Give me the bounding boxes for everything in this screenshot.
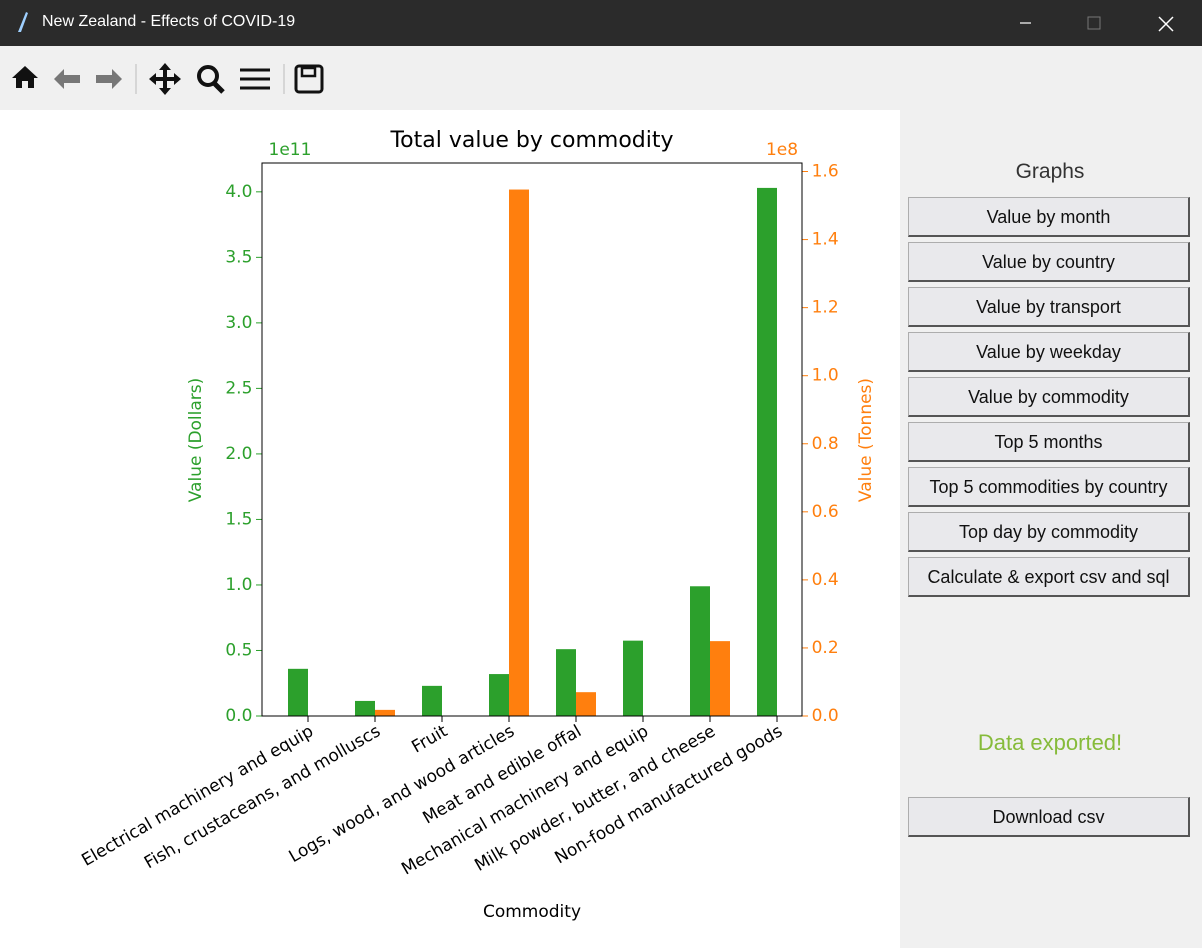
y-tick-label: 3.5 <box>225 247 252 267</box>
y-tick-label: 3.0 <box>225 313 252 333</box>
panel-heading: Graphs <box>1015 160 1085 183</box>
bar <box>422 685 442 716</box>
side-panel: Graphs Data exported! Download csv Value… <box>900 110 1202 948</box>
y-tick-label: 2.5 <box>225 378 252 398</box>
y-tick-label: 0.0 <box>225 706 252 726</box>
graph-button[interactable]: Value by country <box>908 242 1190 282</box>
save-button[interactable] <box>294 64 324 94</box>
y2-tick-label: 1.4 <box>812 230 839 250</box>
y-tick-label: 4.0 <box>225 182 252 202</box>
bar <box>690 586 710 716</box>
y-offset: 1e11 <box>269 140 312 160</box>
y-tick-label: 2.0 <box>225 444 252 464</box>
y2-tick-label: 1.6 <box>812 162 839 182</box>
zoom-handle <box>212 81 225 94</box>
graph-button[interactable]: Top day by commodity <box>908 512 1190 552</box>
graph-button[interactable]: Value by commodity <box>908 377 1190 417</box>
forward-button[interactable] <box>96 69 122 89</box>
save-icon-part <box>300 66 317 78</box>
bar <box>489 674 509 716</box>
graph-button[interactable]: Value by month <box>908 197 1190 237</box>
y2-tick-label: 0.0 <box>812 706 839 726</box>
y-axis-label: Value (Dollars) <box>186 378 206 503</box>
title-bar: New Zealand - Effects of COVID-19 <box>0 0 1202 46</box>
toolbar-icons <box>12 63 324 95</box>
bar <box>576 692 596 716</box>
y-tick-label: 0.5 <box>225 640 252 660</box>
graph-button[interactable]: Calculate & export csv and sql <box>908 557 1190 597</box>
graph-button[interactable]: Top 5 months <box>908 422 1190 462</box>
bar <box>710 641 730 716</box>
y2-tick-label: 0.6 <box>812 502 839 522</box>
close[interactable] <box>1158 16 1174 32</box>
bar <box>375 709 395 716</box>
y2-tick-label: 1.2 <box>812 298 839 318</box>
bar <box>623 640 643 716</box>
y2-axis-label: Value (Tonnes) <box>856 378 876 502</box>
back-button[interactable] <box>54 69 80 89</box>
bar <box>355 700 375 716</box>
graph-button[interactable]: Value by weekday <box>908 332 1190 372</box>
y-tick-label: 1.0 <box>225 575 252 595</box>
chart-title: Total value by commodity <box>389 128 673 153</box>
graph-button[interactable]: Value by transport <box>908 287 1190 327</box>
home-button[interactable] <box>12 66 38 88</box>
y2-offset: 1e8 <box>766 140 798 160</box>
chart: Total value by commodity 1e11 1e8 Commod… <box>0 110 900 948</box>
status-message: Data exported! <box>977 730 1123 755</box>
graph-button[interactable]: Top 5 commodities by country <box>908 467 1190 507</box>
window-title: New Zealand - Effects of COVID-19 <box>42 13 296 30</box>
download-button[interactable]: Download csv <box>908 797 1190 837</box>
bar <box>556 649 576 716</box>
y-tick-label: 1.5 <box>225 509 252 529</box>
toolbar <box>0 46 1202 110</box>
zoom-button[interactable] <box>197 65 219 87</box>
bar <box>757 187 777 717</box>
bar <box>509 189 529 716</box>
y2-tick-label: 0.2 <box>812 638 839 658</box>
title-bar-icons <box>18 12 1174 32</box>
maximize[interactable] <box>1087 16 1101 30</box>
x-tick-label: Fruit <box>408 721 451 757</box>
bar <box>288 668 308 716</box>
pan-button[interactable] <box>149 63 181 95</box>
x-axis-label: Commodity <box>483 902 581 922</box>
plot-frame <box>261 162 803 717</box>
y2-tick-label: 0.8 <box>812 434 839 454</box>
y2-tick-label: 1.0 <box>812 366 839 386</box>
y2-tick-label: 0.4 <box>812 570 839 590</box>
configure-button[interactable] <box>240 68 270 90</box>
app-icon <box>18 12 28 32</box>
